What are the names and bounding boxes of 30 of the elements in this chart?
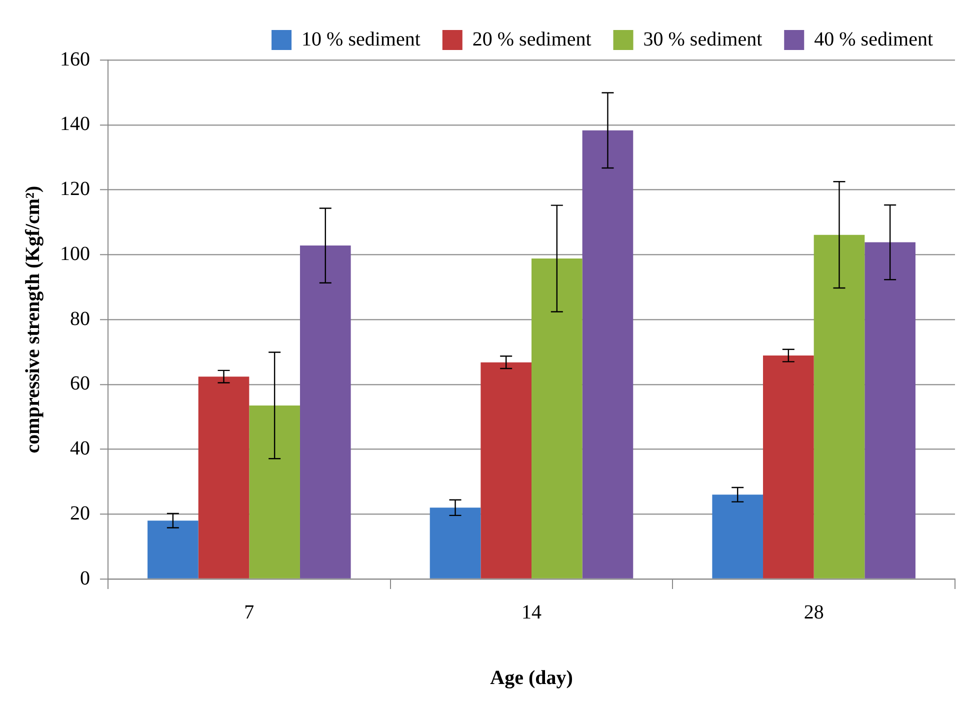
bar <box>198 376 250 578</box>
y-tick-label: 160 <box>60 48 90 70</box>
bar <box>480 362 532 578</box>
bar <box>814 234 865 578</box>
x-axis-title: Age (day) <box>490 667 573 690</box>
y-tick-label: 140 <box>60 113 90 136</box>
y-tick-label: 60 <box>70 372 90 395</box>
bar <box>582 130 634 578</box>
legend-label: 10 % sediment <box>302 28 421 50</box>
y-tick-label: 40 <box>70 438 90 460</box>
bar <box>148 520 198 578</box>
bar <box>712 494 764 578</box>
y-tick-label: 0 <box>80 567 90 590</box>
bar <box>763 356 814 578</box>
bar <box>532 258 582 578</box>
bar <box>430 508 481 578</box>
y-tick-label: 80 <box>70 308 90 330</box>
x-tick-label: 28 <box>804 601 824 624</box>
y-tick-label: 20 <box>70 502 90 524</box>
y-tick-label: 120 <box>60 178 90 200</box>
legend-label: 20 % sediment <box>472 28 592 50</box>
legend-label: 30 % sediment <box>643 28 763 50</box>
legend-label: 40 % sediment <box>814 28 934 50</box>
x-tick-label: 14 <box>522 601 542 624</box>
bar <box>864 242 916 578</box>
x-tick-label: 7 <box>244 601 254 624</box>
y-tick-label: 100 <box>60 242 90 265</box>
bar <box>249 405 300 578</box>
y-axis-title: compressive strength (Kgf/cm²) <box>22 186 44 454</box>
bar <box>300 246 351 578</box>
